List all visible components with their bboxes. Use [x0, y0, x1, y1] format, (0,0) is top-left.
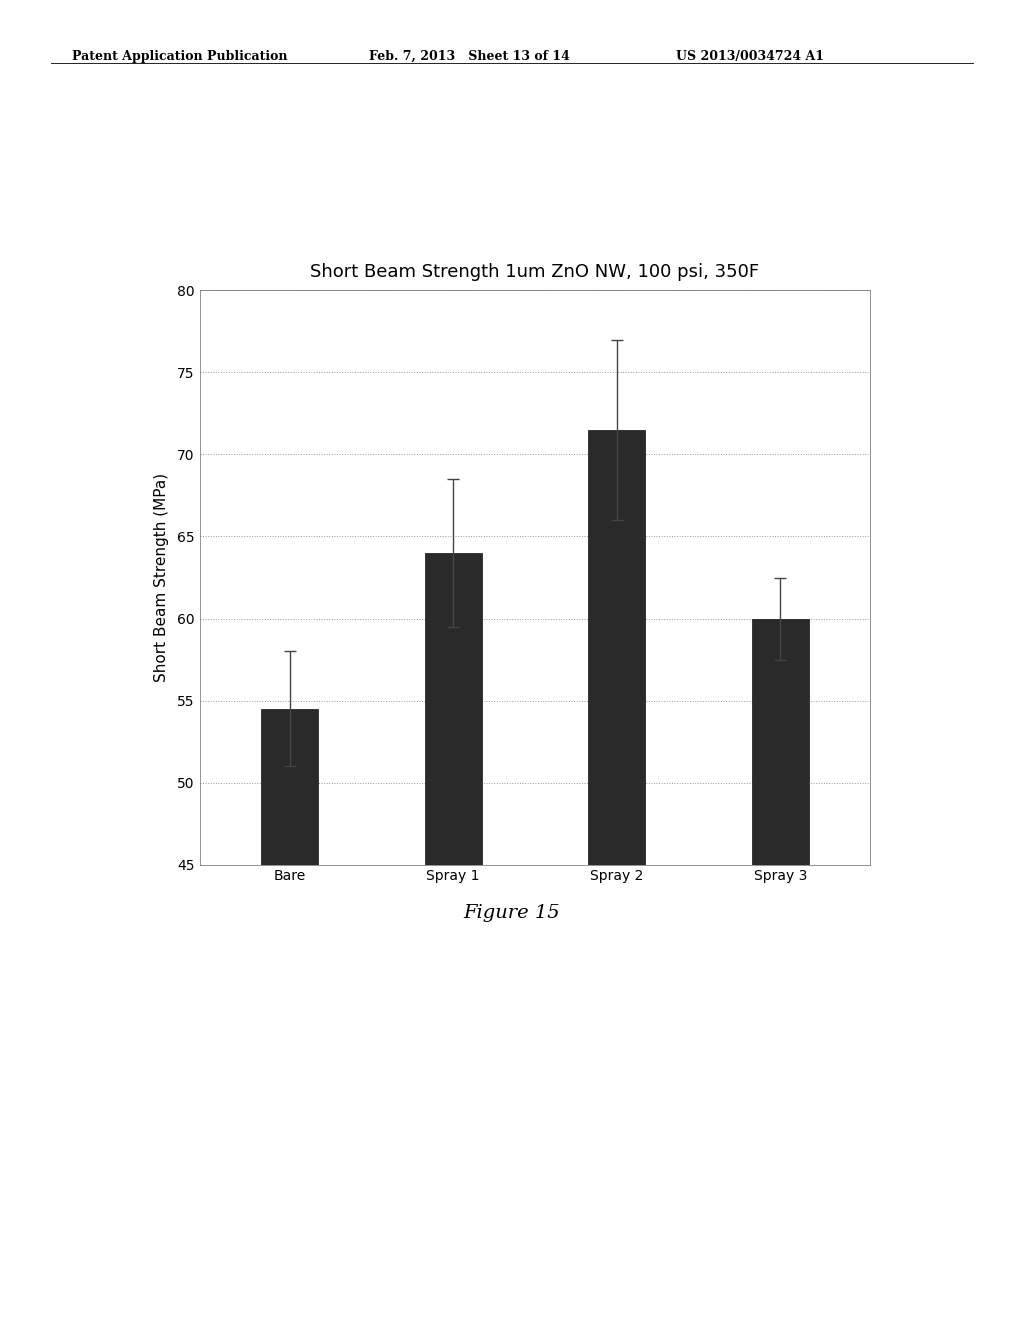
Text: US 2013/0034724 A1: US 2013/0034724 A1: [676, 50, 824, 63]
Y-axis label: Short Beam Strength (MPa): Short Beam Strength (MPa): [154, 473, 169, 682]
Bar: [425, 553, 482, 1320]
Bar: [588, 430, 645, 1320]
Text: Figure 15: Figure 15: [464, 904, 560, 923]
Bar: [261, 709, 318, 1320]
Text: Patent Application Publication: Patent Application Publication: [72, 50, 287, 63]
Text: Feb. 7, 2013   Sheet 13 of 14: Feb. 7, 2013 Sheet 13 of 14: [369, 50, 569, 63]
Bar: [752, 619, 809, 1320]
Title: Short Beam Strength 1um ZnO NW, 100 psi, 350F: Short Beam Strength 1um ZnO NW, 100 psi,…: [310, 263, 760, 281]
